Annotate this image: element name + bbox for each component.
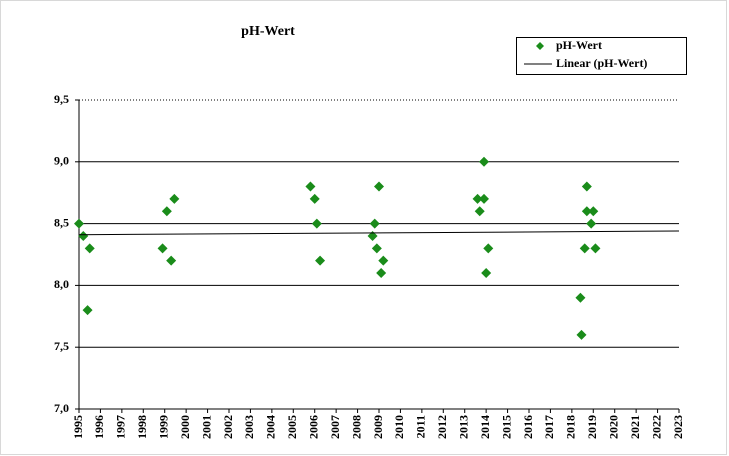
x-tick-label: 2011 [414,415,428,438]
x-tick-label: 2002 [221,415,235,439]
y-tick-label: 9,5 [54,92,69,106]
data-point [474,206,485,217]
data-point [82,305,93,316]
data-point [588,206,599,217]
x-tick-label: 2005 [285,415,299,439]
data-point [579,243,590,254]
x-tick-label: 1999 [156,415,170,439]
x-tick-label: 2013 [456,415,470,439]
data-point [169,193,180,204]
legend-label: Linear (pH-Wert) [556,56,647,70]
x-tick-label: 2017 [542,415,556,439]
x-tick-label: 2019 [585,415,599,439]
data-point [166,255,177,266]
data-point [586,218,597,229]
data-point [74,218,84,229]
x-tick-label: 2006 [306,415,320,439]
x-tick-label: 1997 [114,415,128,439]
y-tick-label: 7,5 [54,339,69,353]
x-tick-label: 2020 [606,415,620,439]
trend-line [78,230,680,236]
x-tick-label: 2014 [478,415,492,439]
x-tick-label: 2016 [521,415,535,439]
data-point [376,268,387,279]
data-point [78,230,89,241]
data-point [374,181,384,192]
legend-marker [536,42,544,50]
y-tick-label: 9,0 [54,154,69,168]
data-point [378,255,389,266]
data-point [157,243,168,254]
x-tick-label: 2003 [242,415,256,439]
x-tick-label: 2023 [671,415,685,439]
x-tick-label: 2010 [392,415,406,439]
data-point [575,292,586,303]
x-tick-label: 2004 [264,415,278,439]
x-tick-label: 2009 [371,415,385,439]
legend-label: pH-Wert [556,38,602,52]
x-tick-label: 1996 [92,415,106,439]
data-point [161,206,172,217]
data-point [315,255,326,266]
data-point [472,193,483,204]
x-tick-label: 2022 [649,415,663,439]
data-point [576,329,587,340]
x-tick-label: 2007 [328,415,342,439]
y-tick-label: 7,0 [54,401,69,415]
x-tick-label: 2021 [628,415,642,439]
data-point [581,181,592,192]
y-tick-label: 8,0 [54,277,69,291]
legend-box [516,37,687,75]
chart-title: pH-Wert [241,24,295,39]
data-point [483,243,494,254]
data-point [309,193,320,204]
x-tick-label: 1995 [71,415,85,439]
data-point [367,230,378,241]
x-tick-label: 2008 [349,415,363,439]
x-tick-label: 2012 [435,415,449,439]
x-tick-label: 2000 [178,415,192,439]
data-point [590,243,601,254]
data-point [369,218,380,229]
data-point [481,268,492,279]
data-point [84,243,95,254]
x-tick-label: 2001 [199,415,213,439]
data-point [479,156,489,167]
data-point [311,218,322,229]
x-tick-label: 2018 [564,415,578,439]
data-point [479,193,489,204]
y-tick-label: 8,5 [54,215,69,229]
data-point [305,181,316,192]
data-point [371,243,382,254]
data-point [581,206,592,217]
x-tick-label: 2015 [499,415,513,439]
x-tick-label: 1998 [135,415,149,439]
